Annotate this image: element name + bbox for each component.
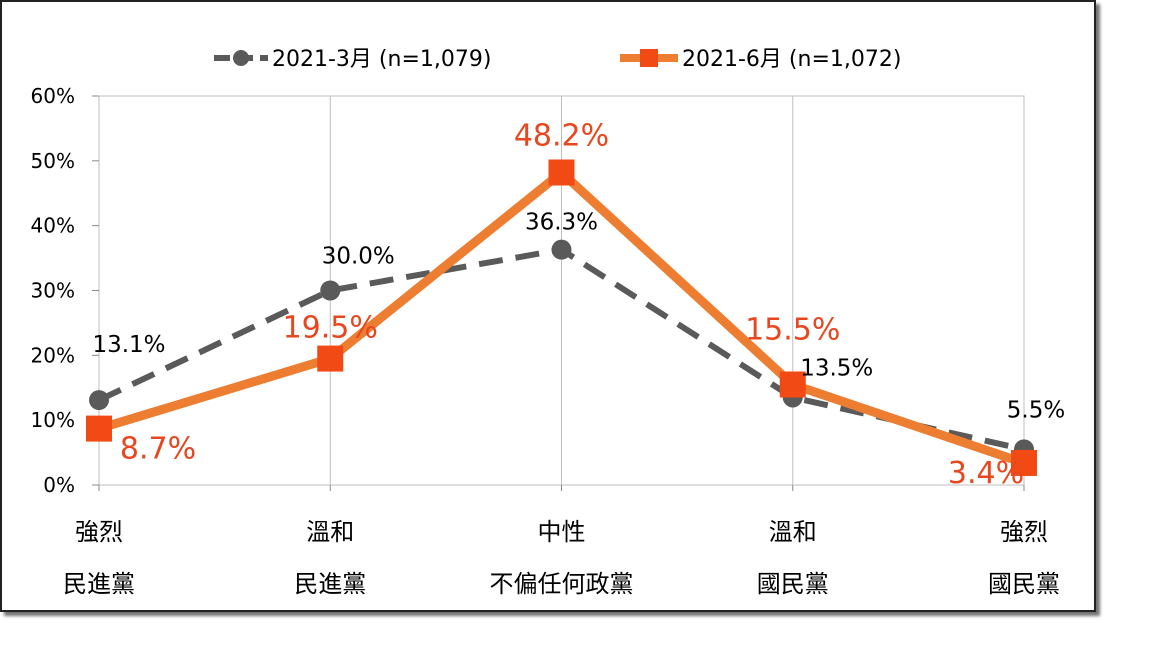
data-label-2021-06: 3.4% — [948, 456, 1024, 491]
y-tick-label: 60% — [31, 84, 75, 108]
data-label-2021-03: 13.5% — [800, 355, 873, 381]
data-label-2021-03: 30.0% — [322, 244, 395, 270]
y-tick-label: 20% — [31, 343, 75, 367]
category-label: 強烈 — [75, 518, 123, 546]
legend-marker-2021-06 — [640, 49, 658, 67]
chart-frame: 0% 10% 20% 30% 40% 50% 60% 強烈民進黨 溫和民進黨 中性不偏任何政黨 溫和… — [0, 0, 1096, 612]
series-point-2021-06 — [317, 345, 344, 372]
series-point-2021-03 — [551, 239, 572, 260]
series-point-2021-03 — [320, 280, 341, 301]
data-label-2021-06: 48.2% — [514, 119, 609, 154]
y-tick-label: 40% — [31, 214, 75, 238]
data-label-2021-03: 13.1% — [92, 332, 165, 358]
data-label-2021-06: 19.5% — [283, 311, 378, 346]
category-label: 民進黨 — [294, 570, 366, 598]
legend-marker-2021-03 — [233, 50, 249, 66]
category-label: 不偏任何政黨 — [490, 570, 634, 598]
category-label: 中性 — [538, 518, 586, 546]
y-tick-label: 50% — [31, 149, 75, 173]
data-label-2021-03: 5.5% — [1007, 397, 1065, 423]
category-label: 溫和 — [306, 518, 354, 546]
series-point-2021-06 — [86, 415, 112, 442]
legend-label-2021-03: 2021-3月 (n=1,079) — [272, 47, 491, 72]
grid-layer — [98, 95, 1025, 486]
category-label: 國民黨 — [988, 570, 1060, 598]
data-label-2021-03: 36.3% — [525, 210, 598, 236]
data-label-2021-06: 8.7% — [120, 432, 196, 467]
category-label: 民進黨 — [63, 570, 135, 598]
series-point-2021-03 — [89, 390, 109, 411]
series-point-2021-06 — [548, 159, 575, 186]
y-tick-label: 10% — [31, 408, 75, 432]
y-tick-label: 0% — [43, 473, 75, 497]
category-label: 溫和 — [769, 518, 817, 546]
series-point-2021-06 — [779, 371, 806, 398]
data-label-2021-06: 15.5% — [745, 313, 840, 348]
category-label: 國民黨 — [757, 570, 829, 598]
y-tick-label: 30% — [31, 279, 75, 303]
legend-label-2021-06: 2021-6月 (n=1,072) — [682, 47, 901, 72]
category-label: 強烈 — [1000, 518, 1048, 546]
series-layer — [86, 159, 1037, 476]
data-label-layer: 13.1% 30.0% 36.3% 13.5% 5.5% 8.7% 19.5% 48.2% 15… — [92, 119, 1065, 491]
legend: 2021-3月 (n=1,079) 2021-6月 (n=1,072) — [214, 47, 901, 72]
series-point-2021-06 — [1011, 449, 1037, 476]
